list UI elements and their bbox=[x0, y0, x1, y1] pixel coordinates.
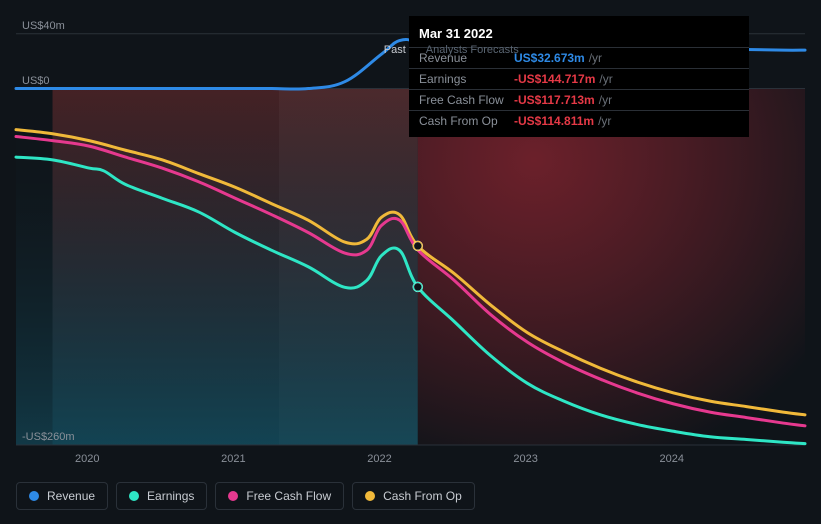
legend-swatch-icon bbox=[29, 491, 39, 501]
y-axis-label: US$0 bbox=[22, 75, 50, 87]
forecast-label: Analysts Forecasts bbox=[426, 44, 519, 56]
tooltip-metric-label: Cash From Op bbox=[419, 114, 514, 128]
tooltip-metric-label: Earnings bbox=[419, 72, 514, 86]
legend-item-earnings[interactable]: Earnings bbox=[116, 482, 207, 510]
financials-chart: Mar 31 2022 RevenueUS$32.673m/yrEarnings… bbox=[0, 0, 821, 524]
legend-swatch-icon bbox=[228, 491, 238, 501]
tooltip-metric-value: -US$114.811m bbox=[514, 114, 594, 128]
x-axis-label: 2023 bbox=[513, 453, 537, 465]
tooltip-row: Earnings-US$144.717m/yr bbox=[409, 68, 749, 89]
legend-item-revenue[interactable]: Revenue bbox=[16, 482, 108, 510]
x-axis-label: 2021 bbox=[221, 453, 245, 465]
legend-item-cfo[interactable]: Cash From Op bbox=[352, 482, 475, 510]
legend-label: Cash From Op bbox=[383, 489, 462, 503]
tooltip-metric-label: Free Cash Flow bbox=[419, 93, 514, 107]
tooltip-unit: /yr bbox=[598, 114, 611, 128]
tooltip-metric-value: -US$117.713m bbox=[514, 93, 595, 107]
y-axis-label: US$40m bbox=[22, 20, 65, 32]
x-axis-label: 2024 bbox=[660, 453, 684, 465]
legend-swatch-icon bbox=[129, 491, 139, 501]
legend-label: Free Cash Flow bbox=[246, 489, 331, 503]
y-axis-label: -US$260m bbox=[22, 431, 75, 443]
legend-swatch-icon bbox=[365, 491, 375, 501]
tooltip-unit: /yr bbox=[599, 72, 612, 86]
legend-label: Earnings bbox=[147, 489, 194, 503]
tooltip-unit: /yr bbox=[599, 93, 612, 107]
chart-legend: Revenue Earnings Free Cash Flow Cash From O… bbox=[16, 482, 475, 510]
legend-label: Revenue bbox=[47, 489, 95, 503]
tooltip-metric-value: -US$144.717m bbox=[514, 72, 595, 86]
x-axis-label: 2020 bbox=[75, 453, 99, 465]
tooltip-row: Free Cash Flow-US$117.713m/yr bbox=[409, 89, 749, 110]
past-label: Past bbox=[384, 44, 406, 56]
tooltip-unit: /yr bbox=[589, 51, 602, 65]
legend-item-fcf[interactable]: Free Cash Flow bbox=[215, 482, 344, 510]
x-axis-label: 2022 bbox=[367, 453, 391, 465]
tooltip-metric-value: US$32.673m bbox=[514, 51, 585, 65]
chart-tooltip: Mar 31 2022 RevenueUS$32.673m/yrEarnings… bbox=[409, 16, 749, 137]
tooltip-row: Cash From Op-US$114.811m/yr bbox=[409, 110, 749, 131]
